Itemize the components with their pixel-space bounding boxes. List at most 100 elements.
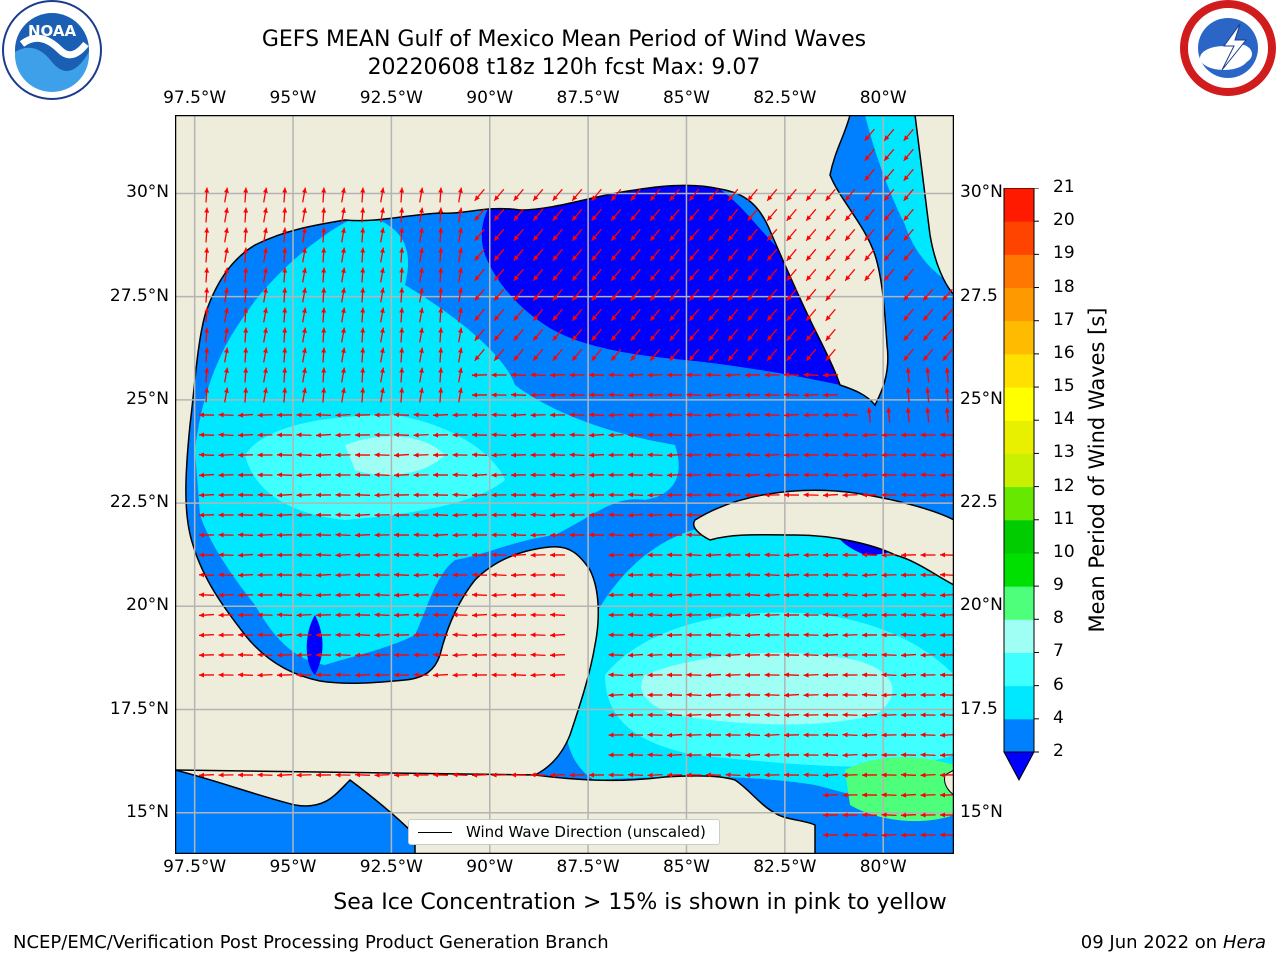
- wave-direction-arrow: [803, 452, 819, 458]
- wave-direction-arrow: [903, 268, 914, 282]
- wave-direction-arrow: [457, 327, 463, 343]
- wave-direction-arrow: [881, 592, 897, 598]
- wave-direction-arrow: [418, 347, 424, 363]
- wave-direction-arrow: [744, 452, 761, 458]
- wave-direction-arrow: [571, 328, 583, 342]
- wave-direction-arrow: [939, 672, 954, 678]
- wave-direction-arrow: [569, 472, 585, 478]
- wave-direction-arrow: [321, 207, 327, 223]
- wave-direction-arrow: [399, 347, 405, 363]
- wave-direction-arrow: [903, 328, 914, 342]
- wave-direction-arrow: [379, 347, 385, 363]
- wave-direction-arrow: [649, 228, 661, 242]
- wave-direction-arrow: [374, 452, 390, 458]
- wave-direction-arrow: [822, 572, 839, 578]
- wave-direction-arrow: [223, 367, 229, 383]
- colorbar-tick-label: 21: [1053, 177, 1075, 197]
- wave-direction-arrow: [647, 592, 663, 598]
- colorbar-segment: [1004, 287, 1034, 322]
- wave-direction-arrow: [925, 407, 931, 423]
- wave-direction-arrow: [942, 328, 953, 342]
- wave-direction-arrow: [321, 307, 327, 323]
- tick-label: 30°N: [126, 182, 169, 203]
- wave-direction-arrow: [471, 612, 488, 618]
- colorbar-segment: [1004, 320, 1034, 355]
- wave-direction-arrow: [204, 387, 210, 403]
- wave-direction-arrow: [786, 268, 797, 282]
- wave-direction-arrow: [218, 512, 234, 518]
- wave-direction-arrow: [530, 432, 546, 438]
- wave-direction-arrow: [922, 328, 934, 342]
- wave-direction-arrow: [647, 652, 663, 658]
- wave-direction-arrow: [939, 812, 954, 818]
- colorbar-segment: [1004, 420, 1034, 454]
- wave-direction-arrow: [204, 287, 210, 303]
- wave-direction-arrow: [491, 632, 507, 638]
- wave-direction-arrow: [296, 432, 312, 438]
- wave-direction-arrow: [861, 672, 878, 678]
- wave-direction-arrow: [301, 367, 307, 383]
- wave-direction-arrow: [471, 592, 488, 598]
- wave-direction-arrow: [413, 612, 429, 618]
- wave-direction-arrow: [571, 248, 583, 262]
- wave-direction-arrow: [669, 328, 680, 342]
- wave-direction-arrow: [360, 247, 366, 263]
- wave-direction-arrow: [842, 712, 858, 718]
- wave-direction-arrow: [686, 552, 702, 558]
- wave-direction-arrow: [686, 672, 702, 678]
- wave-direction-arrow: [803, 372, 819, 378]
- wave-direction-arrow: [243, 187, 249, 203]
- wave-direction-arrow: [432, 592, 449, 598]
- wave-direction-arrow: [282, 307, 288, 323]
- wave-direction-arrow: [513, 328, 524, 342]
- wave-direction-arrow: [510, 652, 527, 658]
- wave-direction-arrow: [513, 308, 524, 322]
- wave-direction-arrow: [198, 432, 215, 438]
- wave-direction-arrow: [786, 308, 797, 322]
- wave-direction-arrow: [237, 772, 254, 778]
- wave-direction-arrow: [257, 652, 273, 658]
- wave-direction-arrow: [881, 632, 897, 638]
- wave-direction-arrow: [766, 208, 778, 222]
- wave-direction-arrow: [588, 372, 605, 378]
- wave-direction-arrow: [223, 347, 229, 363]
- wave-direction-arrow: [296, 672, 312, 678]
- wave-direction-arrow: [321, 267, 327, 283]
- wave-direction-arrow: [354, 432, 371, 438]
- wave-direction-arrow: [218, 552, 234, 558]
- wave-direction-arrow: [418, 367, 424, 383]
- wave-direction-arrow: [686, 612, 702, 618]
- wave-direction-arrow: [457, 187, 463, 203]
- wave-direction-arrow: [237, 492, 254, 498]
- wave-direction-arrow: [237, 612, 254, 618]
- tick-label: 90°W: [466, 88, 514, 108]
- wave-direction-arrow: [296, 592, 312, 598]
- wave-direction-arrow: [666, 592, 683, 598]
- wave-direction-arrow: [282, 247, 288, 263]
- wave-direction-arrow: [708, 208, 719, 222]
- wave-direction-arrow: [883, 148, 895, 162]
- wave-direction-arrow: [282, 347, 288, 363]
- wave-direction-arrow: [379, 387, 385, 403]
- wave-direction-arrow: [340, 267, 346, 283]
- wave-direction-arrow: [610, 248, 622, 262]
- wave-direction-arrow: [591, 328, 602, 342]
- wave-direction-arrow: [939, 552, 954, 558]
- wave-direction-arrow: [666, 392, 683, 398]
- wave-direction-arrow: [939, 712, 954, 718]
- wave-direction-arrow: [842, 832, 858, 838]
- wave-direction-arrow: [198, 612, 215, 618]
- wave-direction-arrow: [861, 752, 878, 758]
- wave-direction-arrow: [627, 612, 644, 618]
- wave-direction-arrow: [591, 248, 602, 262]
- wave-direction-arrow: [705, 392, 722, 398]
- wave-direction-arrow: [666, 772, 683, 778]
- wave-direction-arrow: [881, 552, 897, 558]
- wave-direction-arrow: [315, 672, 332, 678]
- wave-direction-arrow: [686, 472, 702, 478]
- wave-direction-arrow: [939, 492, 954, 498]
- wave-direction-arrow: [374, 612, 390, 618]
- wave-direction-arrow: [282, 327, 288, 343]
- wave-direction-arrow: [569, 512, 585, 518]
- wave-direction-arrow: [321, 387, 327, 403]
